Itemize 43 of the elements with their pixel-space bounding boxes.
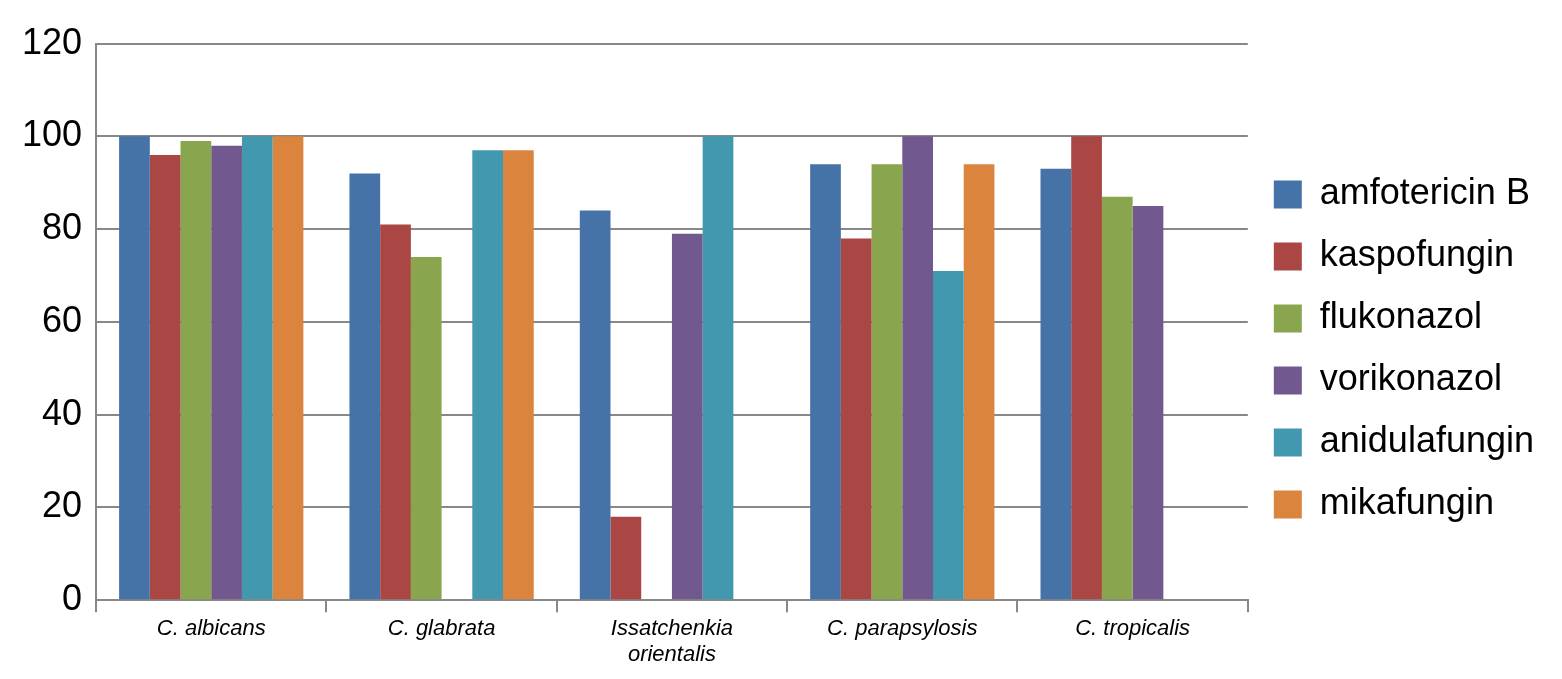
- y-tick-label: 20: [42, 484, 83, 526]
- bar: [810, 164, 841, 600]
- legend-label: mikafungin: [1319, 481, 1494, 523]
- bar: [1040, 168, 1072, 600]
- legend-label: vorikonazol: [1319, 357, 1502, 399]
- y-tick-label: 60: [42, 298, 83, 340]
- y-tick-label: 40: [42, 391, 83, 433]
- bar: [211, 145, 242, 600]
- x-tick-label: C. tropicalis: [1075, 614, 1191, 640]
- bar: [963, 164, 995, 600]
- bar: [840, 238, 872, 600]
- bar: [933, 270, 964, 600]
- legend-label: kaspofungin: [1319, 233, 1514, 275]
- bar: [579, 210, 611, 600]
- x-tick-label: C. glabrata: [387, 614, 496, 640]
- bar: [149, 154, 181, 600]
- bar: [410, 256, 442, 600]
- y-tick-label: 100: [21, 113, 83, 155]
- x-tick-label: Issatchenkia orientalis: [610, 614, 734, 666]
- bar: [871, 164, 903, 600]
- bar: [380, 224, 411, 600]
- bar: [241, 136, 273, 600]
- bar: [610, 516, 642, 600]
- legend-label: anidulafungin: [1319, 419, 1535, 461]
- bar: [702, 136, 734, 600]
- legend-label: flukonazol: [1319, 295, 1482, 337]
- bar: [503, 150, 534, 600]
- bar: [119, 136, 150, 600]
- bar: [1132, 205, 1164, 600]
- bar: [1071, 136, 1102, 600]
- x-tick-label: C. albicans: [156, 614, 266, 640]
- x-tick-label: C. parapsylosis: [827, 614, 978, 640]
- bar: [472, 150, 504, 600]
- bar: [180, 141, 212, 600]
- legend-label: amfotericin B: [1319, 171, 1530, 213]
- y-tick-label: 80: [42, 206, 83, 248]
- y-tick-label: 0: [62, 577, 83, 619]
- bar: [272, 136, 304, 600]
- bar: [671, 233, 703, 600]
- y-tick-label: 120: [21, 20, 83, 62]
- bar: [902, 136, 933, 600]
- bar: [349, 173, 381, 600]
- bar: [1101, 196, 1133, 600]
